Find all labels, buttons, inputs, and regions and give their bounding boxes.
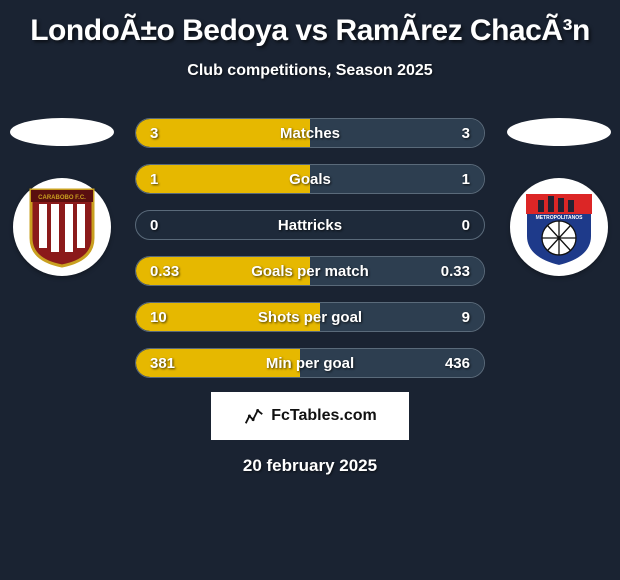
metropolitanos-crest-icon: METROPOLITANOS	[518, 186, 600, 268]
svg-text:CARABOBO F.C.: CARABOBO F.C.	[38, 195, 86, 201]
brand-box[interactable]: FcTables.com	[211, 392, 409, 440]
carabobo-crest-icon: CARABOBO F.C.	[21, 186, 103, 268]
stat-right-value: 9	[462, 309, 470, 326]
right-ellipse	[507, 118, 611, 146]
stat-right-value: 3	[462, 125, 470, 142]
stat-right-value: 0.33	[441, 263, 470, 280]
left-team-badge: CARABOBO F.C.	[13, 178, 111, 276]
stat-row-spg: 10 Shots per goal 9	[135, 302, 485, 332]
stat-label: Hattricks	[136, 217, 484, 234]
stat-row-gpm: 0.33 Goals per match 0.33	[135, 256, 485, 286]
svg-text:METROPOLITANOS: METROPOLITANOS	[535, 215, 583, 221]
page-title: LondoÃ±o Bedoya vs RamÃ­rez ChacÃ³n	[0, 8, 620, 62]
date-text: 20 february 2025	[0, 456, 620, 476]
stat-label: Shots per goal	[136, 309, 484, 326]
brand-text: FcTables.com	[271, 407, 377, 425]
stat-right-value: 1	[462, 171, 470, 188]
left-team-col: CARABOBO F.C.	[8, 118, 115, 276]
stat-row-mpg: 381 Min per goal 436	[135, 348, 485, 378]
stat-label: Matches	[136, 125, 484, 142]
right-team-col: METROPOLITANOS	[505, 118, 612, 276]
stats-column: 3 Matches 3 1 Goals 1 0 Hattricks 0	[135, 118, 485, 378]
stat-row-matches: 3 Matches 3	[135, 118, 485, 148]
stats-card: LondoÃ±o Bedoya vs RamÃ­rez ChacÃ³n Club…	[0, 0, 620, 476]
right-team-badge: METROPOLITANOS	[510, 178, 608, 276]
stat-label: Min per goal	[136, 355, 484, 372]
left-ellipse	[10, 118, 114, 146]
stat-row-goals: 1 Goals 1	[135, 164, 485, 194]
subtitle: Club competitions, Season 2025	[0, 62, 620, 80]
main-row: CARABOBO F.C. 3 Matches 3 1 Goals 1	[0, 118, 620, 378]
stat-row-hattricks: 0 Hattricks 0	[135, 210, 485, 240]
fctables-logo-icon	[243, 405, 265, 427]
stat-right-value: 0	[462, 217, 470, 234]
stat-label: Goals	[136, 171, 484, 188]
stat-label: Goals per match	[136, 263, 484, 280]
stat-right-value: 436	[445, 355, 470, 372]
